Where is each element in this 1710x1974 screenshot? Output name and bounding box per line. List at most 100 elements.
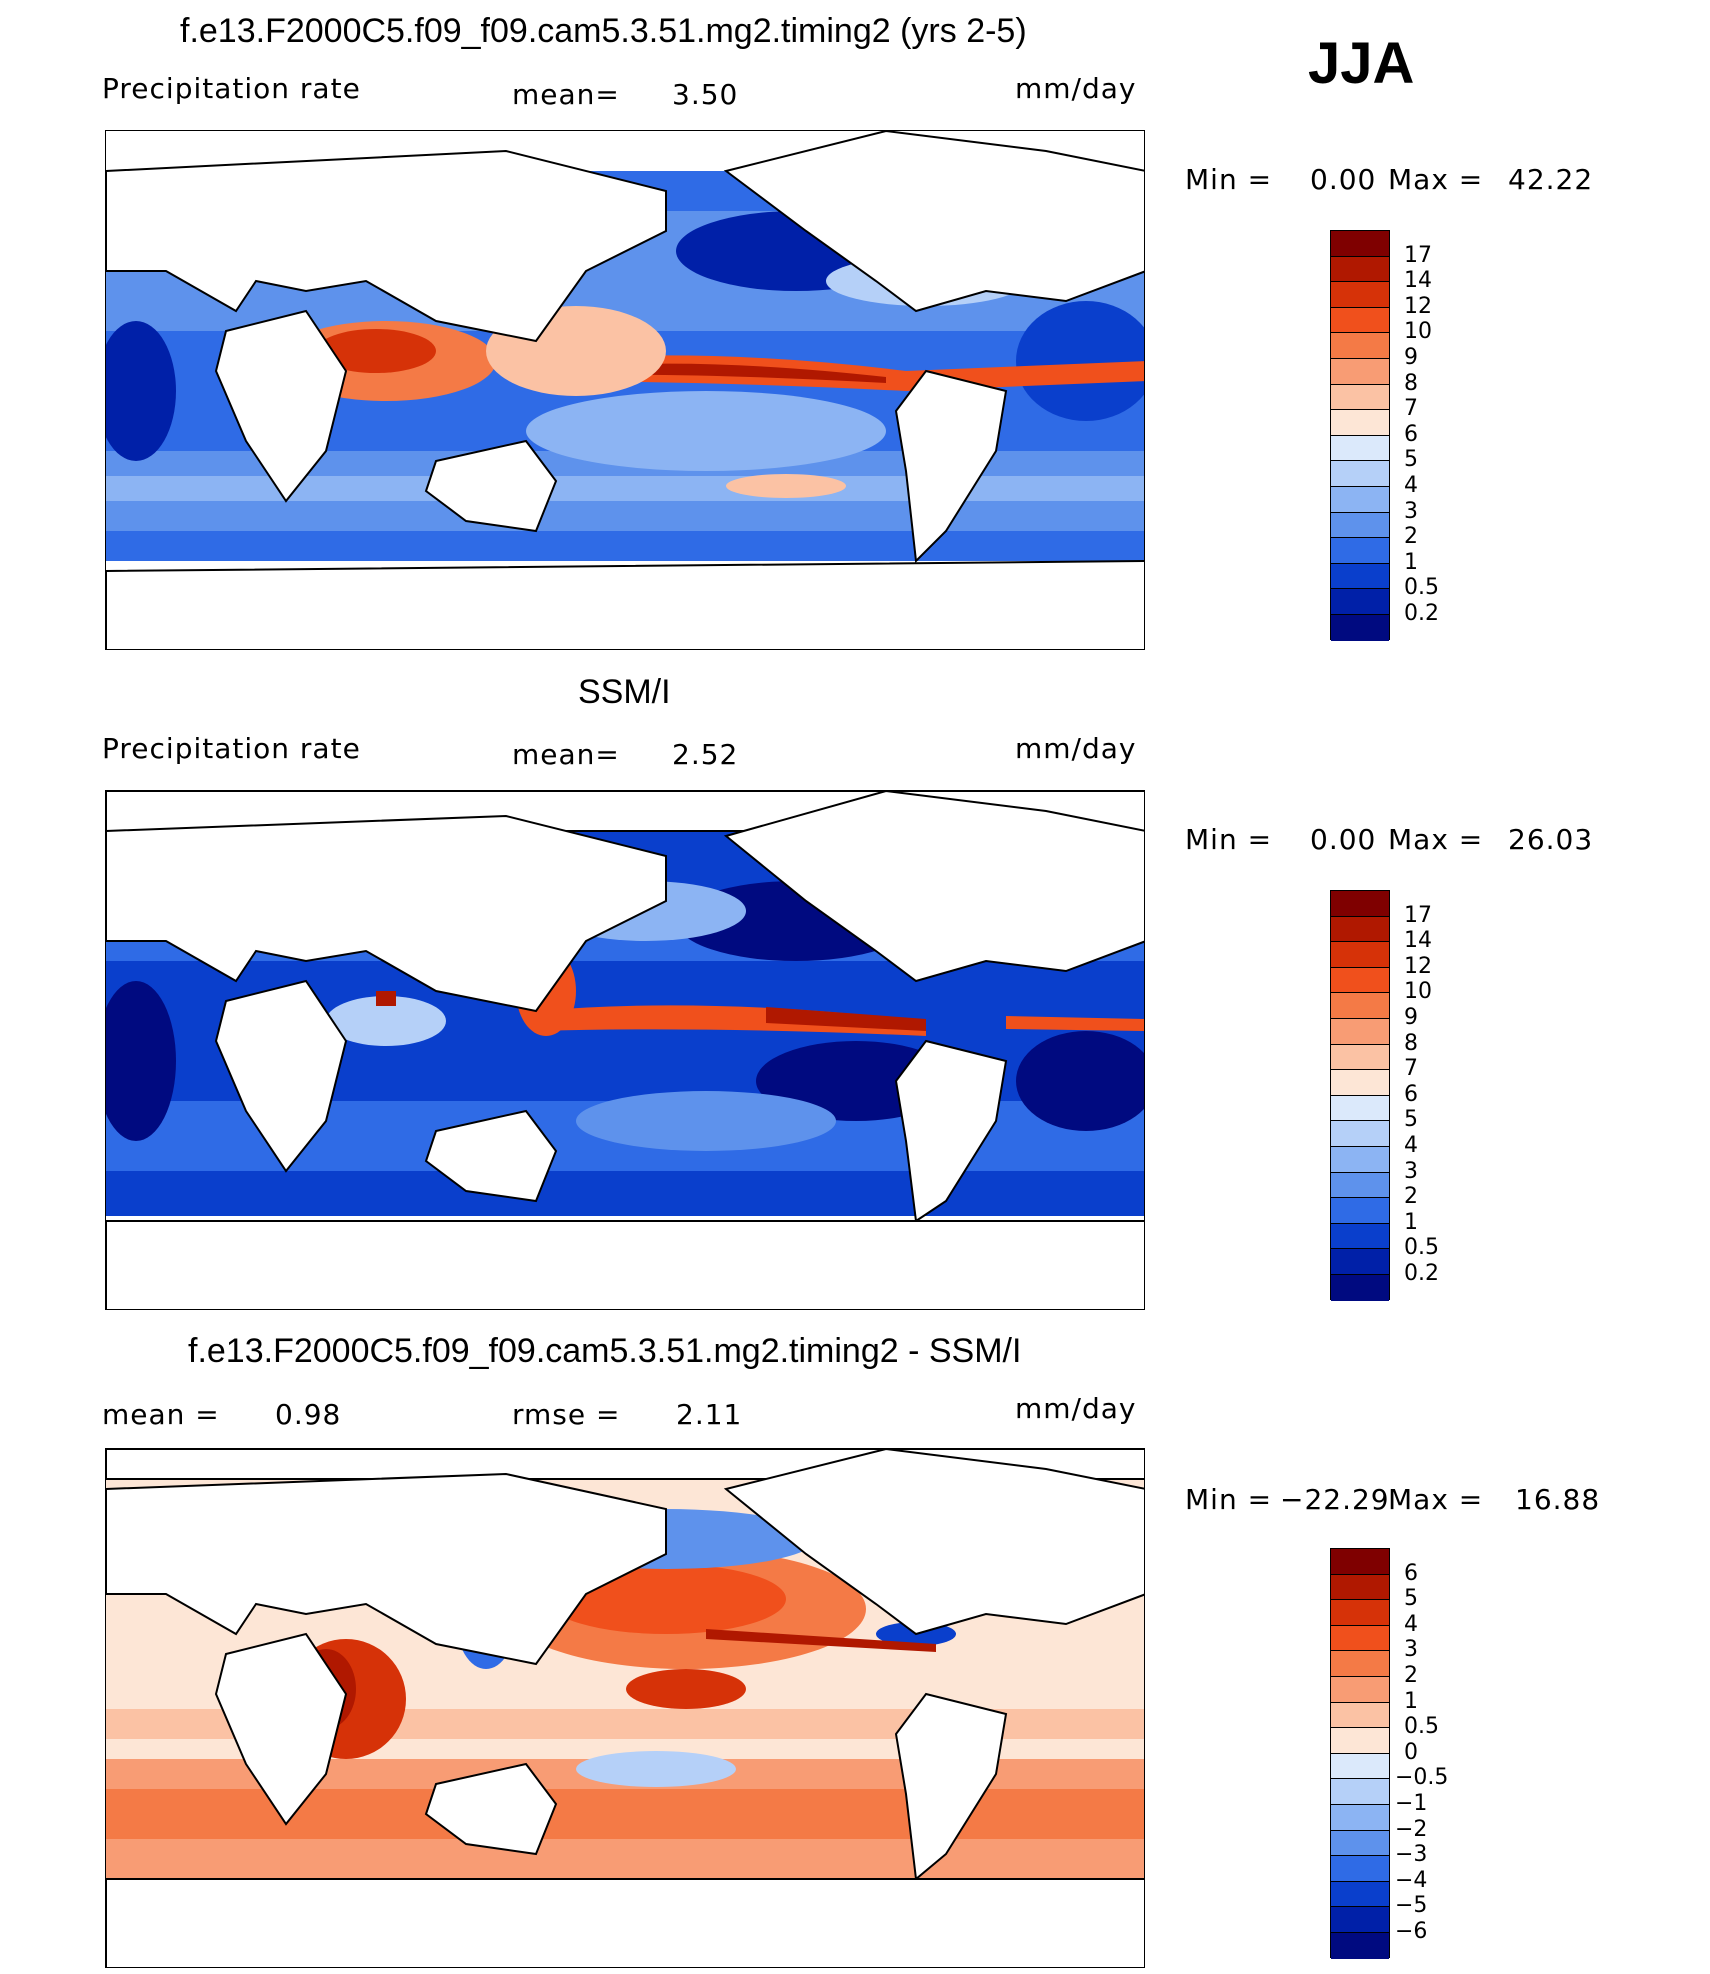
- colorbar-swatch: [1331, 1651, 1389, 1677]
- colorbar-swatch: [1331, 410, 1389, 436]
- ocean-band: [106, 476, 1144, 501]
- colorbar-swatch: [1331, 1018, 1389, 1045]
- south-america: [894, 369, 1008, 564]
- panel3-rmse-label: rmse =: [512, 1398, 621, 1431]
- colorbar-swatch: [1331, 1095, 1389, 1122]
- colorbar-swatch: [1331, 1676, 1389, 1703]
- panel3-map: [105, 1448, 1145, 1968]
- panel2-max-label: Max =: [1388, 823, 1484, 856]
- colorbar-level-label: 12: [1404, 953, 1432, 979]
- colorbar-swatch: [1331, 1274, 1389, 1301]
- colorbar-level-label: 9: [1404, 1005, 1418, 1030]
- antarctica: [106, 560, 1144, 649]
- panel1-mean-label: mean=: [512, 78, 620, 111]
- colorbar-swatch: [1331, 916, 1389, 943]
- colorbar-level-label: 10: [1404, 319, 1432, 345]
- colorbar-level-label: 1: [1404, 1688, 1418, 1714]
- colorbar-level-label: 0.5: [1404, 1714, 1439, 1740]
- colorbar-swatch: [1331, 1779, 1389, 1805]
- panel2-title: SSM/I: [578, 673, 671, 711]
- colorbar-swatch: [1331, 1600, 1389, 1626]
- colorbar-swatch: [1331, 1932, 1389, 1959]
- colorbar-swatch: [1331, 1549, 1389, 1575]
- rain-patch: [726, 474, 846, 498]
- colorbar-swatch: [1331, 993, 1389, 1019]
- panel2-max-value: 26.03: [1508, 823, 1594, 856]
- colorbar-level-label: 0: [1404, 1739, 1418, 1765]
- panel1-max-label: Max =: [1388, 163, 1484, 196]
- indian-monsoon: [326, 996, 446, 1046]
- colorbar-swatch: [1331, 307, 1389, 334]
- north-america: [723, 791, 1144, 983]
- panel3-max-value: 16.88: [1515, 1483, 1601, 1516]
- colorbar-swatch: [1331, 282, 1389, 308]
- colorbar-level-label: 17: [1404, 902, 1432, 928]
- diff-band: [106, 1789, 1144, 1839]
- australia: [424, 1762, 558, 1856]
- colorbar-swatch: [1331, 538, 1389, 564]
- colorbar-level-label: −2: [1395, 1816, 1428, 1842]
- colorbar-level-label: −4: [1395, 1867, 1428, 1893]
- colorbar-swatch: [1331, 1146, 1389, 1173]
- panel1-variable: Precipitation rate: [102, 72, 361, 105]
- colorbar-swatch: [1331, 231, 1389, 257]
- antarctica: [106, 1878, 1144, 1967]
- colorbar-level-label: 7: [1404, 1056, 1418, 1082]
- colorbar-level-label: 14: [1404, 928, 1432, 954]
- continents: [106, 1449, 1144, 1967]
- panel2-mean-value: 2.52: [672, 738, 739, 771]
- colorbar-swatch: [1331, 1249, 1389, 1275]
- spcz-band: [526, 391, 886, 471]
- colorbar-level-label: 0.5: [1404, 1235, 1439, 1261]
- panel3-rmse-value: 2.11: [676, 1398, 743, 1431]
- panel2-min-value: 0.00: [1310, 823, 1377, 856]
- atlantic-itcz: [1006, 1016, 1144, 1031]
- colorbar-swatch: [1331, 333, 1389, 359]
- colorbar-swatch: [1331, 358, 1389, 385]
- panel1-max-value: 42.22: [1508, 163, 1594, 196]
- panel2-mean-label: mean=: [512, 738, 620, 771]
- colorbar-level-label: 0.2: [1404, 601, 1439, 626]
- colorbar-swatch: [1331, 384, 1389, 411]
- colorbar-swatch: [1331, 1830, 1389, 1857]
- dry-zone: [1016, 1031, 1144, 1131]
- colorbar-level-label: −0.5: [1395, 1765, 1449, 1791]
- colorbar-level-label: 0.2: [1404, 1261, 1439, 1286]
- colorbar-swatch: [1331, 891, 1389, 917]
- colorbar-swatch: [1331, 435, 1389, 462]
- colorbar-level-label: 5: [1404, 1107, 1418, 1133]
- colorbar-level-label: −6: [1395, 1919, 1428, 1944]
- colorbar-swatch: [1331, 1198, 1389, 1224]
- dry-zone: [106, 981, 176, 1141]
- itcz-wet-bias: [706, 1629, 936, 1652]
- panel1-title: f.e13.F2000C5.f09_f09.cam5.3.51.mg2.timi…: [180, 12, 1027, 50]
- colorbar-swatch: [1331, 1728, 1389, 1754]
- colorbar-swatch: [1331, 614, 1389, 641]
- colorbar-swatch: [1331, 1574, 1389, 1601]
- antarctica: [106, 1220, 1144, 1309]
- south-america: [894, 1039, 1008, 1223]
- colorbar-swatch: [1331, 1044, 1389, 1071]
- panel3-min-value: −22.29: [1280, 1483, 1390, 1516]
- panel1-units: mm/day: [1015, 72, 1137, 105]
- panel1-colorbar: [1330, 230, 1390, 641]
- dry-zone: [106, 321, 176, 461]
- colorbar-swatch: [1331, 461, 1389, 487]
- panel2-variable: Precipitation rate: [102, 732, 361, 765]
- colorbar-swatch: [1331, 1702, 1389, 1729]
- colorbar-level-label: 8: [1404, 1030, 1418, 1056]
- colorbar-level-label: 14: [1404, 268, 1432, 294]
- spcz-band: [576, 1091, 836, 1151]
- panel1-min-label: Min =: [1185, 163, 1273, 196]
- colorbar-swatch: [1331, 1070, 1389, 1096]
- panel1-map: [105, 130, 1145, 650]
- colorbar-swatch: [1331, 1881, 1389, 1908]
- colorbar-level-label: 6: [1404, 1560, 1418, 1586]
- itcz-core: [766, 1007, 926, 1031]
- colorbar-level-label: 6: [1404, 1081, 1418, 1107]
- spcz-wet-bias: [626, 1669, 746, 1709]
- australia: [424, 439, 558, 533]
- panel3-mean-value: 0.98: [275, 1398, 342, 1431]
- colorbar-swatch: [1331, 1753, 1389, 1780]
- colorbar-swatch: [1331, 1856, 1389, 1882]
